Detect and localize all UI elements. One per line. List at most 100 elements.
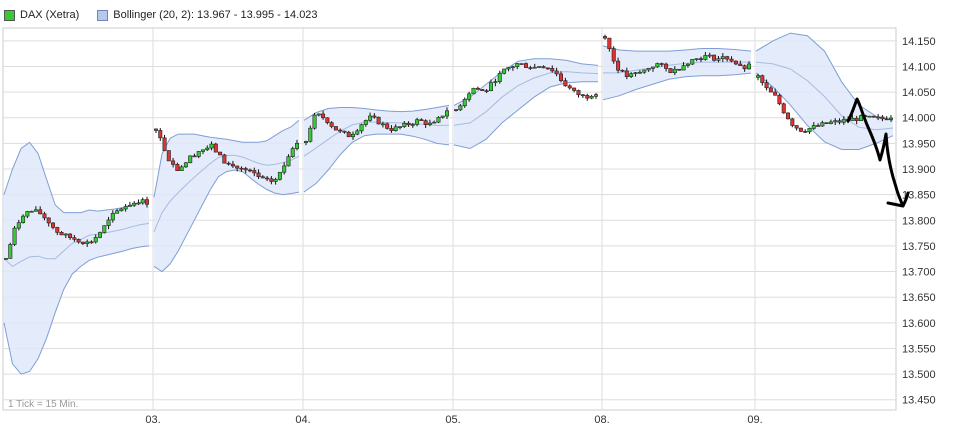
candle-up <box>444 110 449 117</box>
candle-up <box>828 121 833 124</box>
candle-down <box>790 118 795 126</box>
x-tick-label: 03. <box>145 414 160 426</box>
y-tick-label: 13.500 <box>902 369 936 381</box>
candle-up <box>188 155 193 164</box>
candle-down <box>46 217 51 224</box>
candle-down <box>145 199 150 205</box>
candle-up <box>123 206 128 210</box>
legend-item-dax[interactable]: DAX (Xetra) <box>4 9 79 21</box>
y-tick-label: 13.900 <box>902 164 936 176</box>
bollinger-band-area <box>4 142 149 375</box>
bollinger-upper-line <box>303 104 450 121</box>
candle-down <box>563 80 568 87</box>
candle-up <box>106 219 111 227</box>
candle-up <box>497 73 502 82</box>
candle-up <box>303 141 308 144</box>
candle-up <box>359 124 364 132</box>
candle-up <box>136 202 141 205</box>
candle-up <box>746 63 751 70</box>
legend-label-bollinger: Bollinger (20, 2): 13.967 - 13.995 - 14.… <box>113 9 318 21</box>
candle-up <box>502 68 507 74</box>
candle-up <box>690 59 695 65</box>
candle-down <box>803 131 808 133</box>
candle-down <box>158 130 163 139</box>
candle-up <box>140 199 145 204</box>
candle-up <box>858 115 863 121</box>
candle-down <box>733 60 738 65</box>
candle-down <box>453 109 458 111</box>
candle-up <box>201 149 206 152</box>
candle-up <box>458 105 463 111</box>
candlesticks <box>4 34 893 260</box>
candle-up <box>493 81 498 83</box>
candle-up <box>637 71 642 74</box>
candle-up <box>368 115 373 121</box>
candle-down <box>80 241 85 244</box>
candle-down <box>580 94 585 97</box>
candle-up <box>629 73 634 77</box>
candle-up <box>432 121 437 124</box>
candle-down <box>38 209 43 215</box>
candle-up <box>93 237 98 243</box>
candle-up <box>132 202 137 206</box>
candle-down <box>230 163 235 167</box>
candle-down <box>558 73 563 81</box>
bollinger-middle-line <box>3 222 150 268</box>
candle-up <box>515 63 520 68</box>
bollinger-lower-line <box>303 133 450 193</box>
candle-down <box>235 165 240 169</box>
candle-up <box>308 127 313 142</box>
candle-up <box>294 142 299 149</box>
candle-up <box>355 130 360 135</box>
candle-down <box>880 116 885 120</box>
candle-up <box>850 117 855 121</box>
candle-down <box>171 160 176 165</box>
candle-down <box>59 232 64 236</box>
candle-up <box>415 119 420 125</box>
candle-down <box>729 58 734 62</box>
candle-down <box>884 118 889 121</box>
candle-down <box>659 63 664 65</box>
candle-down <box>554 70 559 75</box>
candle-down <box>585 95 590 99</box>
y-tick-label: 13.550 <box>902 343 936 355</box>
candle-down <box>567 85 572 89</box>
candle-up <box>397 126 402 128</box>
candle-up <box>694 58 699 60</box>
candle-down <box>698 58 703 60</box>
candle-down <box>192 155 197 158</box>
candle-down <box>162 137 167 151</box>
candle-down <box>611 48 616 62</box>
candle-down <box>50 222 55 228</box>
candle-down <box>677 68 682 71</box>
candle-down <box>89 241 94 244</box>
candle-up <box>488 82 493 91</box>
candle-up <box>703 55 708 60</box>
candle-down <box>550 68 555 72</box>
y-tick-label: 13.700 <box>902 267 936 279</box>
candle-down <box>475 87 480 90</box>
candle-up <box>672 68 677 74</box>
candle-down <box>175 164 180 171</box>
legend-item-bollinger[interactable]: Bollinger (20, 2): 13.967 - 13.995 - 14.… <box>97 9 318 21</box>
candle-up <box>833 120 838 123</box>
arrow-stroke <box>846 97 910 208</box>
candle-down <box>389 128 394 131</box>
candle-up <box>820 122 825 127</box>
candle-down <box>523 63 528 68</box>
candle-down <box>484 90 489 92</box>
candle-down <box>620 69 625 72</box>
candle-up <box>646 68 651 71</box>
candle-up <box>510 66 515 69</box>
bollinger-upper-line <box>153 119 300 198</box>
candle-up <box>427 122 432 125</box>
x-tick-label: 04. <box>295 414 310 426</box>
candle-down <box>545 67 550 70</box>
candle-down <box>222 154 227 164</box>
candle-down <box>664 63 669 69</box>
candle-down <box>519 63 524 65</box>
candle-up <box>12 227 17 245</box>
candle-down <box>68 233 73 238</box>
bollinger-upper-line <box>602 45 752 52</box>
